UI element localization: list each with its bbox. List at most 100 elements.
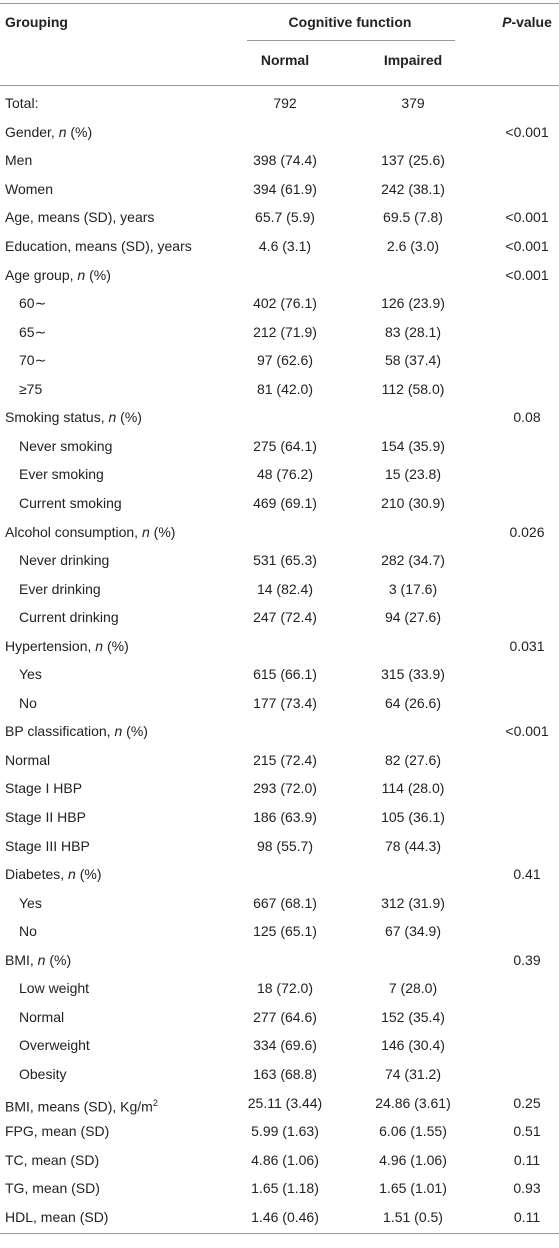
text-segment: (%) <box>122 723 148 740</box>
text-segment: 60∼ <box>19 295 47 312</box>
row-label: Age, means (SD), years <box>5 208 154 226</box>
impaired-value: 1.51 (0.5) <box>383 1208 443 1225</box>
impaired-value: 114 (28.0) <box>381 780 445 797</box>
p-value: 0.11 <box>513 1208 541 1225</box>
text-segment: Low weight <box>19 980 90 997</box>
text-segment: HDL, mean (SD) <box>5 1208 109 1225</box>
text-segment: Current smoking <box>19 494 122 511</box>
rule <box>0 1233 559 1234</box>
row-label: FPG, mean (SD) <box>5 1122 109 1140</box>
row-label: Age group, n (%) <box>5 266 111 284</box>
rule <box>0 3 559 4</box>
normal-value: 65.7 (5.9) <box>255 209 315 226</box>
header-grouping: Grouping <box>5 14 68 30</box>
text-segment: Overweight <box>19 1037 90 1054</box>
row-label: Yes <box>19 665 42 683</box>
text-segment: ≥75 <box>19 380 43 397</box>
text-segment: Age group, <box>5 266 78 283</box>
row-label: Hypertension, n (%) <box>5 637 129 655</box>
impaired-value: 137 (25.6) <box>381 152 445 169</box>
row-label: Stage III HBP <box>5 837 90 855</box>
text-segment: Education, means (SD), years <box>5 238 192 255</box>
impaired-value: 4.96 (1.06) <box>379 1151 447 1168</box>
row-label: 70∼ <box>19 351 46 369</box>
normal-value: 1.65 (1.18) <box>251 1180 319 1197</box>
normal-value: 615 (66.1) <box>253 666 317 683</box>
text-segment: n <box>108 409 117 426</box>
text-segment: (%) <box>85 266 111 283</box>
p-value: 0.031 <box>509 637 545 654</box>
normal-value: 177 (73.4) <box>253 694 317 711</box>
text-segment: n <box>114 723 123 740</box>
row-label: Diabetes, n (%) <box>5 865 102 883</box>
row-label: HDL, mean (SD) <box>5 1208 108 1226</box>
normal-value: 4.6 (3.1) <box>258 238 312 255</box>
row-label: Yes <box>19 894 42 912</box>
impaired-value: 242 (38.1) <box>381 180 445 197</box>
impaired-value: 58 (37.4) <box>384 352 442 369</box>
normal-value: 275 (64.1) <box>253 437 317 454</box>
normal-value: 215 (72.4) <box>253 751 317 768</box>
row-label: Alcohol consumption, n (%) <box>5 523 175 541</box>
text-segment: Yes <box>19 666 42 683</box>
rule <box>247 40 455 41</box>
row-label: BP classification, n (%) <box>5 722 148 740</box>
row-label: Overweight <box>19 1036 90 1054</box>
p-value: 0.026 <box>509 523 545 540</box>
text-segment: No <box>19 694 37 711</box>
text-segment: n <box>95 637 104 654</box>
text-segment: P <box>502 14 512 30</box>
text-segment: n <box>58 123 67 140</box>
text-segment: (%) <box>116 409 142 426</box>
text-segment: Never smoking <box>19 437 113 454</box>
impaired-value: 7 (28.0) <box>388 980 438 997</box>
p-value: 0.41 <box>513 866 541 883</box>
normal-value: 398 (74.4) <box>253 152 317 169</box>
header-column: Normal <box>260 52 310 68</box>
normal-value: 81 (42.0) <box>256 380 314 397</box>
text-segment: FPG, mean (SD) <box>5 1123 110 1140</box>
impaired-value: 64 (26.6) <box>384 694 442 711</box>
row-label: No <box>19 922 37 940</box>
row-label: Ever smoking <box>19 465 104 483</box>
normal-value: 48 (76.2) <box>256 466 314 483</box>
impaired-value: 379 <box>401 95 425 112</box>
text-segment: Men <box>5 152 33 169</box>
impaired-value: 105 (36.1) <box>381 809 445 826</box>
normal-value: 1.46 (0.46) <box>251 1208 319 1225</box>
impaired-value: 282 (34.7) <box>381 552 445 569</box>
p-value: <0.001 <box>505 723 549 740</box>
impaired-value: 315 (33.9) <box>381 666 445 683</box>
row-label: Total: <box>5 94 38 112</box>
normal-value: 97 (62.6) <box>256 352 314 369</box>
normal-value: 277 (64.6) <box>253 1008 317 1025</box>
p-value: 0.11 <box>513 1151 541 1168</box>
text-segment: -value <box>511 14 552 30</box>
text-segment: n <box>141 523 150 540</box>
text-segment: Normal <box>19 1008 65 1025</box>
text-segment: Ever drinking <box>19 580 101 597</box>
p-value: <0.001 <box>505 209 549 226</box>
text-segment: Yes <box>19 894 42 911</box>
text-segment: Diabetes, <box>5 866 69 883</box>
text-segment: Never drinking <box>19 552 110 569</box>
text-segment: BMI, means (SD), Kg/m <box>5 1098 153 1115</box>
text-segment: Women <box>5 180 53 197</box>
header-group-title: Cognitive function <box>288 14 412 30</box>
text-segment: No <box>19 923 37 940</box>
row-label: Obesity <box>19 1065 66 1083</box>
impaired-value: 3 (17.6) <box>388 580 438 597</box>
impaired-value: 210 (30.9) <box>381 494 445 511</box>
text-segment: Smoking status, <box>5 409 109 426</box>
text-segment: (%) <box>75 866 102 883</box>
normal-value: 212 (71.9) <box>253 323 317 340</box>
normal-value: 531 (65.3) <box>253 552 317 569</box>
row-label: Current smoking <box>19 494 122 512</box>
text-segment: Alcohol consumption, <box>5 523 142 540</box>
header-column: Impaired <box>383 52 443 68</box>
impaired-value: 112 (58.0) <box>381 380 445 397</box>
text-segment: Total: <box>5 95 39 112</box>
impaired-value: 146 (30.4) <box>381 1037 445 1054</box>
p-value: <0.001 <box>505 266 549 283</box>
p-value: 0.39 <box>513 951 541 968</box>
